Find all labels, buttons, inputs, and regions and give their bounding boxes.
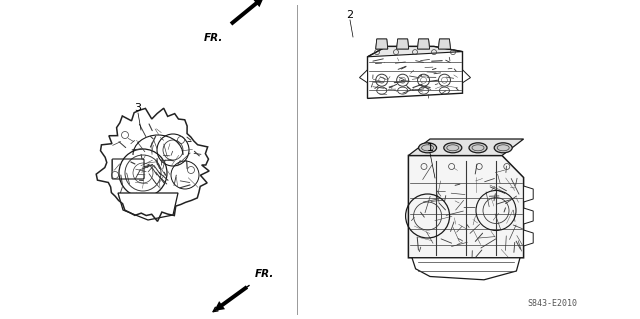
Polygon shape [95,102,213,216]
Text: 2: 2 [346,10,353,20]
Polygon shape [438,39,451,49]
Ellipse shape [444,143,462,153]
Polygon shape [524,208,533,224]
Text: 3: 3 [134,103,141,113]
Polygon shape [417,39,429,49]
Text: S843-E2010: S843-E2010 [527,299,577,308]
Polygon shape [524,230,533,246]
Polygon shape [524,186,533,202]
FancyArrow shape [214,286,248,311]
Polygon shape [397,39,409,49]
Polygon shape [412,258,520,280]
Polygon shape [397,39,409,49]
FancyBboxPatch shape [365,49,465,103]
Polygon shape [417,39,429,49]
Polygon shape [360,70,367,83]
Ellipse shape [419,143,436,153]
Polygon shape [408,139,524,155]
Polygon shape [376,39,388,49]
Text: 1: 1 [426,143,433,153]
Polygon shape [463,70,470,83]
Polygon shape [367,46,463,57]
Polygon shape [438,39,451,49]
Text: FR.: FR. [255,269,275,279]
Ellipse shape [469,143,487,153]
Polygon shape [404,152,529,273]
FancyArrow shape [230,0,264,26]
Polygon shape [408,155,524,258]
Text: FR.: FR. [204,33,223,43]
Polygon shape [376,39,388,49]
Polygon shape [118,193,178,220]
Ellipse shape [494,143,512,153]
